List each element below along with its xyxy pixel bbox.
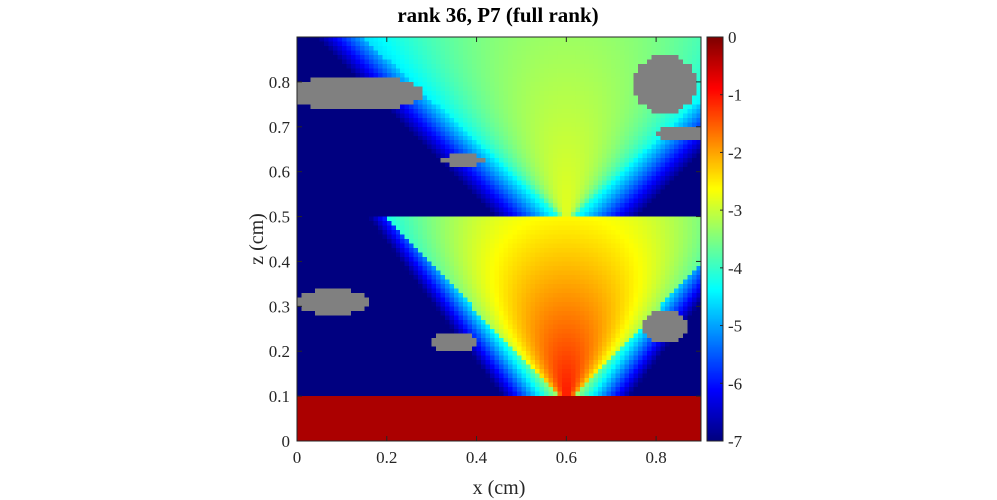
- y-tick-label: 0.4: [269, 252, 291, 271]
- y-tick-label: 0.6: [269, 163, 290, 182]
- colorbar-tick-label: -1: [728, 86, 742, 105]
- heatmap-image: [297, 37, 701, 441]
- y-tick-label: 0.5: [269, 208, 290, 227]
- x-tick-label: 0.2: [376, 448, 397, 467]
- colorbar-tick-label: -3: [728, 201, 742, 220]
- colorbar-tick-label: -6: [728, 374, 742, 393]
- x-axis: 0 0.2 0.4 0.6 0.8: [293, 37, 667, 467]
- x-tick-label: 0: [293, 448, 302, 467]
- colorbar: 0 -1 -2 -3 -4 -5 -6 -7: [706, 28, 743, 451]
- x-tick-label: 0.6: [556, 448, 577, 467]
- y-tick-label: 0: [282, 432, 291, 451]
- colorbar-frame: [706, 36, 724, 442]
- x-tick-label: 0.8: [645, 448, 666, 467]
- colorbar-tick-label: -7: [728, 432, 743, 451]
- y-axis: 0 0.1 0.2 0.3 0.4 0.5 0.6 0.7 0.8: [269, 73, 701, 451]
- chart-title: rank 36, P7 (full rank): [397, 3, 598, 27]
- colorbar-tick-label: -5: [728, 317, 742, 336]
- y-tick-label: 0.3: [269, 297, 290, 316]
- colorbar-ticks: 0 -1 -2 -3 -4 -5 -6 -7: [720, 28, 743, 451]
- x-axis-label: x (cm): [473, 477, 526, 499]
- y-tick-label: 0.1: [269, 387, 290, 406]
- y-axis-label: z (cm): [246, 213, 268, 265]
- colorbar-tick-label: -4: [728, 259, 743, 278]
- plot-frame: [296, 36, 702, 442]
- x-tick-label: 0.4: [466, 448, 488, 467]
- heatmap-plot: [296, 36, 702, 442]
- colorbar-tick-label: -2: [728, 143, 742, 162]
- y-tick-label: 0.8: [269, 73, 290, 92]
- y-tick-label: 0.7: [269, 118, 291, 137]
- y-tick-label: 0.2: [269, 342, 290, 361]
- colorbar-gradient: [707, 37, 723, 441]
- colorbar-tick-label: 0: [728, 28, 737, 47]
